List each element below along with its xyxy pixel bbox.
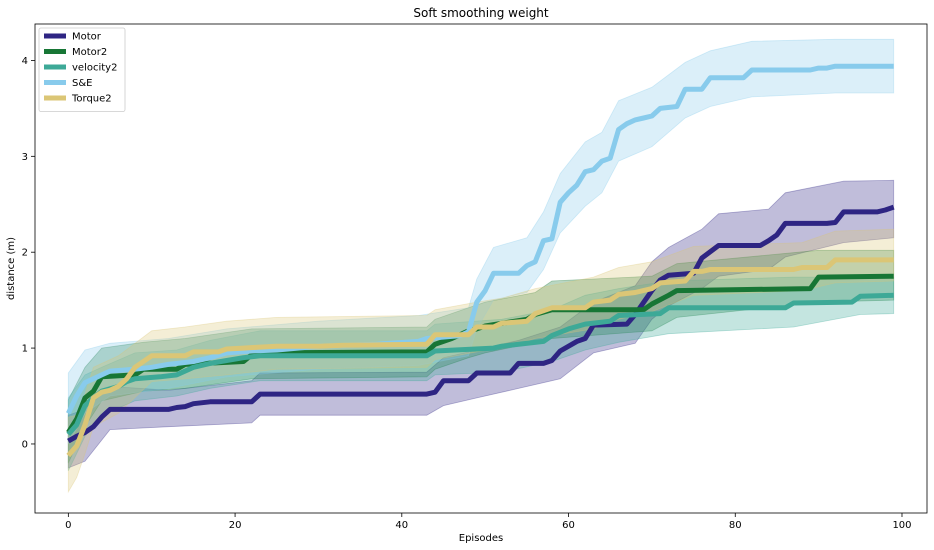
x-tick-label: 40: [395, 520, 408, 531]
legend-label-s-e: S&E: [72, 78, 92, 89]
x-tick-label: 60: [562, 520, 575, 531]
y-tick-label: 0: [22, 439, 28, 450]
y-axis-ticks: 0 1 2 3 4: [22, 56, 35, 450]
x-tick-label: 80: [729, 520, 742, 531]
plot-frame: [34, 23, 928, 514]
y-axis-label: distance (m): [6, 237, 17, 300]
line-motor: [67, 204, 895, 444]
legend-box: [38, 27, 126, 112]
x-axis-ticks: 0 20 40 60 80 100: [65, 513, 912, 531]
line-s-e: [66, 63, 894, 415]
legend-label-velocity2: velocity2: [72, 63, 117, 74]
x-tick-label: 100: [892, 520, 911, 531]
y-tick-label: 1: [22, 344, 28, 355]
band-s-e: [67, 38, 895, 445]
line-torque2: [66, 257, 894, 458]
series-lines: [66, 63, 895, 458]
x-tick-label: 20: [229, 520, 242, 531]
x-axis-label: Episodes: [459, 533, 503, 544]
legend-label-motor: Motor: [72, 32, 102, 43]
band-torque2: [67, 228, 895, 494]
legend: Motor Motor2 velocity2 S&E Torque2: [38, 27, 126, 112]
y-tick-label: 3: [22, 152, 28, 163]
y-tick-label: 2: [22, 248, 28, 259]
y-tick-label: 4: [22, 56, 28, 67]
legend-label-motor2: Motor2: [72, 47, 107, 58]
chart-title: Soft smoothing weight: [413, 6, 549, 20]
band-velocity2: [67, 276, 895, 471]
x-tick-label: 0: [65, 520, 71, 531]
band-motor2: [67, 249, 895, 464]
legend-label-torque2: Torque2: [71, 94, 112, 105]
